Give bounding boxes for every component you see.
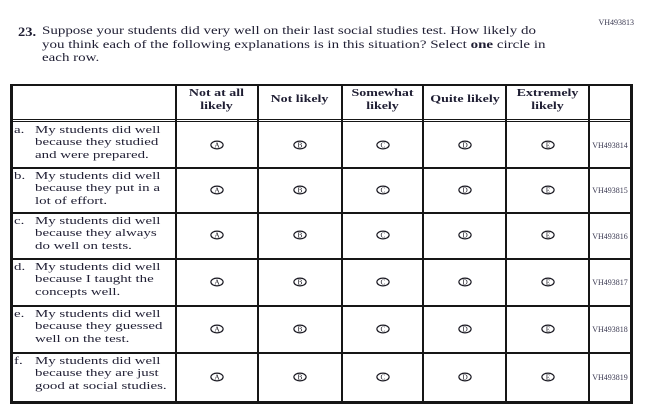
svg-text:A: A [214, 186, 220, 195]
svg-text:D: D [462, 141, 468, 150]
svg-text:A: A [214, 278, 220, 287]
svg-text:D: D [462, 278, 468, 287]
svg-text:D: D [462, 373, 468, 382]
svg-text:D: D [462, 186, 468, 195]
svg-text:C: C [380, 373, 385, 382]
svg-text:B: B [297, 325, 302, 334]
svg-text:B: B [297, 231, 302, 240]
svg-text:D: D [462, 231, 468, 240]
svg-text:C: C [380, 231, 385, 240]
svg-text:E: E [545, 141, 550, 150]
svg-text:E: E [545, 186, 550, 195]
svg-text:E: E [545, 231, 550, 240]
svg-text:C: C [380, 325, 385, 334]
svg-text:A: A [214, 373, 220, 382]
svg-text:C: C [380, 186, 385, 195]
svg-text:A: A [214, 231, 220, 240]
svg-text:E: E [545, 325, 550, 334]
svg-text:E: E [545, 278, 550, 287]
svg-text:C: C [380, 141, 385, 150]
svg-text:A: A [214, 141, 220, 150]
svg-text:B: B [297, 186, 302, 195]
svg-text:C: C [380, 278, 385, 287]
svg-text:B: B [297, 141, 302, 150]
svg-text:B: B [297, 373, 302, 382]
svg-text:E: E [545, 373, 550, 382]
svg-text:A: A [214, 325, 220, 334]
svg-text:B: B [297, 278, 302, 287]
svg-text:D: D [462, 325, 468, 334]
